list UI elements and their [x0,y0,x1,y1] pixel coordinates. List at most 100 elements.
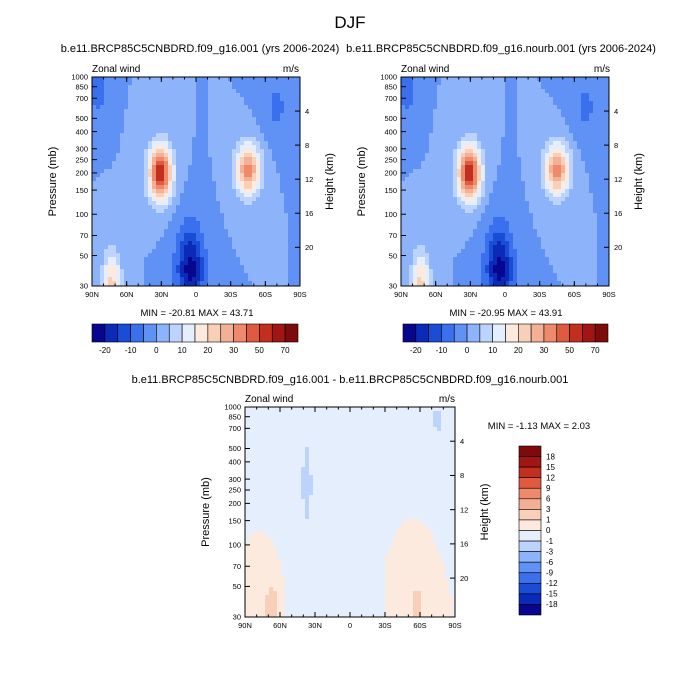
contour-cell [256,81,261,86]
contour-cell [104,261,109,266]
contour-cell [136,137,141,142]
contour-cell [569,141,574,146]
contour-cell [160,185,165,190]
contour-cell [140,253,145,258]
contour-cell [605,213,610,218]
contour-cell [196,97,201,102]
contour-cell [200,213,205,218]
contour-cell [513,181,518,186]
contour-cell [433,113,438,118]
contour-cell [405,105,410,110]
contour-cell [128,169,133,174]
contour-cell [120,217,125,222]
contour-cell [441,161,446,166]
contour-cell [280,141,285,146]
contour-cell [561,85,566,90]
contour-cell [413,185,418,190]
contour-cell [144,157,149,162]
contour-cell [96,129,101,134]
contour-cell [601,121,606,126]
contour-cell [581,85,586,90]
contour-cell [224,209,229,214]
contour-cell [284,97,289,102]
contour-cell [493,197,498,202]
contour-cell [605,129,610,134]
contour-cell [136,93,141,98]
y-axis-label: Pressure (mb) [47,147,59,217]
contour-cell [152,201,157,206]
contour-cell [489,181,494,186]
contour-cell [425,201,430,206]
contour-cell [156,161,161,166]
contour-cell [284,105,289,110]
contour-cell [100,221,105,226]
contour-cell [437,93,442,98]
contour-cell [545,161,550,166]
contour-cell [473,205,478,210]
contour-cell [176,89,181,94]
contour-cell [112,281,117,286]
contour-cell [437,229,442,234]
contour-cell [449,169,454,174]
contour-cell [256,205,261,210]
contour-cell [108,165,113,170]
contour-cell [425,237,430,242]
contour-cell [108,173,113,178]
contour-cell [116,169,121,174]
contour-cell [152,101,157,106]
contour-cell [244,229,249,234]
contour-cell [533,173,538,178]
contour-cell [549,181,554,186]
contour-cell [473,217,478,222]
contour-cell [264,185,269,190]
contour-cell [569,137,574,142]
contour-cell [264,125,269,130]
contour-cell [128,213,133,218]
colorbar-label: -10 [125,346,137,355]
contour-cell [144,209,149,214]
contour-cell [517,209,522,214]
contour-cell [296,113,301,118]
contour-cell [437,189,442,194]
contour-cell [180,105,185,110]
contour-cell [453,133,458,138]
contour-cell [501,169,506,174]
contour-cell [172,97,177,102]
contour-cell [160,245,165,250]
contour-cell [561,101,566,106]
contour-cell [581,157,586,162]
contour-cell [477,209,482,214]
contour-cell [244,129,249,134]
contour-cell [228,261,233,266]
contour-cell [541,113,546,118]
contour-cell [268,261,273,266]
contour-cell [541,225,546,230]
contour-cell [441,209,446,214]
contour-cell [160,137,165,142]
x-tick-label: 60S [259,290,272,299]
contour-cell [228,209,233,214]
contour-cell [481,221,486,226]
contour-cell [180,237,185,242]
contour-cell [485,181,490,186]
contour-cell [509,89,514,94]
contour-cell [220,149,225,154]
contour-cell [525,197,530,202]
contour-cell [104,209,109,214]
contour-cell [401,113,406,118]
contour-cell [445,93,450,98]
contour-cell [276,149,281,154]
contour-cell [148,169,153,174]
contour-cell [112,229,117,234]
contour-cell [473,165,478,170]
contour-cell [128,153,133,158]
contour-cell [168,193,173,198]
contour-cell [497,161,502,166]
contour-cell [497,213,502,218]
contour-cell [188,221,193,226]
contour-cell [136,133,141,138]
contour-cell [509,109,514,114]
contour-cell [453,217,458,222]
contour-cell [188,133,193,138]
contour-cell [168,213,173,218]
